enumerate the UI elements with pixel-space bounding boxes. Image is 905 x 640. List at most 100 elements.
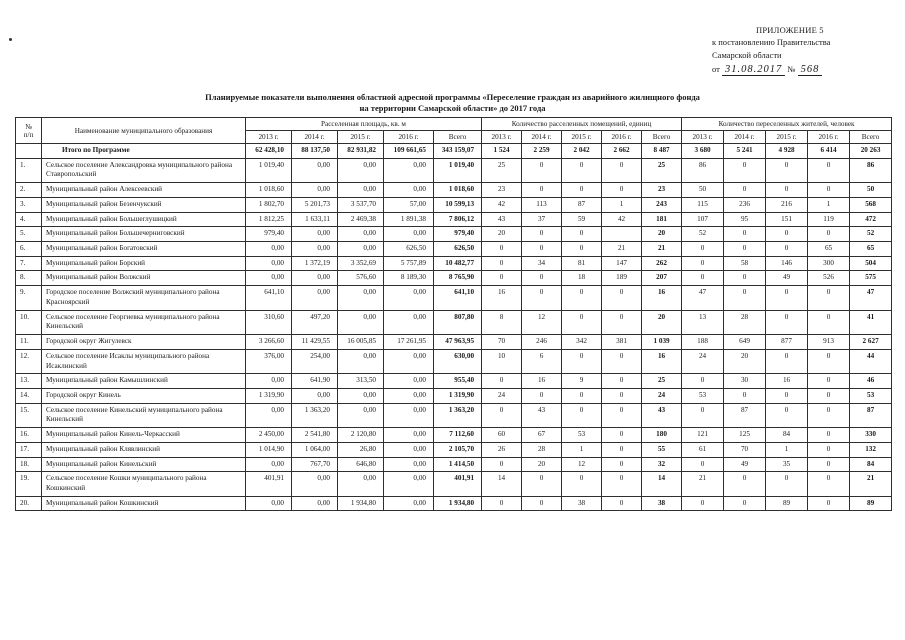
value-cell: 180 [641, 427, 683, 443]
row-number: 20. [15, 495, 42, 512]
value-cell: 50 [849, 182, 893, 198]
year-header: 2014 г. [723, 130, 767, 144]
row-number: 12. [15, 348, 42, 375]
value-cell: 25 [481, 157, 523, 184]
value-cell: 87 [561, 196, 603, 213]
value-cell: 151 [765, 211, 809, 228]
value-cell: 12 [561, 456, 603, 473]
value-cell: 0,00 [245, 255, 292, 272]
year-header: Всего [432, 130, 483, 144]
value-cell: 0 [723, 241, 767, 257]
date-number-line: от 31.08.2017 № 568 [712, 62, 894, 77]
value-cell: 0 [807, 387, 851, 404]
value-cell: 20 [723, 348, 767, 375]
municipality-name: Сельское поселение Александровка муницип… [41, 157, 246, 184]
value-cell: 16 [641, 285, 683, 311]
value-cell: 472 [849, 211, 893, 228]
value-cell: 1 019,40 [245, 157, 292, 184]
value-cell: 0,00 [291, 387, 338, 404]
value-cell: 649 [723, 334, 767, 350]
table-row: 20. Муниципальный район Кошкинский 0,00 0,0… [15, 495, 893, 512]
value-cell: 125 [723, 427, 767, 443]
table-row: 8. Муниципальный район Волжский 0,00 0,00 57… [15, 270, 893, 287]
value-cell: 21 [601, 241, 643, 257]
value-cell: 497,20 [291, 309, 338, 336]
municipality-name: Муниципальный район Кинель-Черкасский [41, 427, 246, 443]
value-cell: 807,80 [432, 309, 483, 336]
municipality-name: Сельское поселение Исаклы муниципального… [41, 348, 246, 375]
table-row: 11. Городской округ Жигулевск 3 266,60 11 4… [15, 334, 893, 350]
year-header: 2013 г. [681, 130, 725, 144]
value-cell: 0 [765, 241, 809, 257]
value-cell: 0 [521, 182, 563, 198]
value-cell: 0,00 [383, 387, 434, 404]
row-number: 15. [15, 402, 42, 429]
value-cell: 0 [521, 471, 563, 497]
value-cell: 3 352,69 [337, 255, 384, 272]
year-header: 2013 г. [245, 130, 292, 144]
value-cell: 0,00 [383, 226, 434, 243]
title-line-2: на территории Самарской области» до 2017… [359, 103, 546, 114]
value-cell: 0 [681, 402, 725, 429]
value-cell: 3 266,60 [245, 334, 292, 350]
value-cell: 262 [641, 255, 683, 272]
value-cell: 630,00 [432, 348, 483, 375]
row-number: 17. [15, 441, 42, 458]
municipality-name: Городской округ Жигулевск [41, 334, 246, 350]
value-cell: 8 765,90 [432, 270, 483, 287]
table-row: 10. Сельское поселение Георгиевка муницип… [15, 309, 893, 336]
col-group-units: Количество расселенных помещений, единиц [481, 117, 683, 131]
indicators-table: № п/п Наименование муниципального образо… [15, 117, 893, 512]
municipality-name: Муниципальный район Борский [41, 255, 246, 272]
value-cell: 20 [521, 456, 563, 473]
value-cell: 42 [601, 211, 643, 228]
value-cell: 70 [723, 441, 767, 458]
value-cell: 55 [641, 441, 683, 458]
value-cell: 0 [723, 387, 767, 404]
value-cell: 0 [601, 285, 643, 311]
value-cell: 20 [481, 226, 523, 243]
value-cell: 119 [807, 211, 851, 228]
value-cell: 10 482,77 [432, 255, 483, 272]
value-cell: 0,00 [383, 348, 434, 375]
value-cell: 35 [765, 456, 809, 473]
value-cell: 0,00 [337, 387, 384, 404]
value-cell: 246 [521, 334, 563, 350]
value-cell: 0,00 [337, 226, 384, 243]
value-cell: 0,00 [291, 495, 338, 512]
value-cell: 0 [723, 270, 767, 287]
table-row: 19. Сельское поселение Кошки муниципально… [15, 471, 893, 497]
year-header: 2015 г. [765, 130, 809, 144]
value-cell: 0 [723, 495, 767, 512]
value-cell: 16 [521, 373, 563, 389]
value-cell: 109 661,65 [383, 143, 434, 159]
value-cell: 401,91 [245, 471, 292, 497]
value-cell: 254,00 [291, 348, 338, 375]
title-line-1: Планируемые показатели выполнения област… [205, 92, 700, 102]
year-header: 2016 г. [383, 130, 434, 144]
value-cell: 1 802,70 [245, 196, 292, 213]
value-cell: 381 [601, 334, 643, 350]
value-cell: 23 [641, 182, 683, 198]
year-header: 2015 г. [337, 130, 384, 144]
value-cell: 87 [849, 402, 893, 429]
value-cell: 236 [723, 196, 767, 213]
value-cell: 89 [849, 495, 893, 512]
value-cell: 0 [481, 241, 523, 257]
row-number: 1. [15, 157, 42, 184]
value-cell: 0 [601, 456, 643, 473]
value-cell: 0,00 [291, 182, 338, 198]
value-cell: 8 189,30 [383, 270, 434, 287]
value-cell: 0 [561, 387, 603, 404]
value-cell: 0 [601, 373, 643, 389]
value-cell: 18 [561, 270, 603, 287]
value-cell: 0 [807, 427, 851, 443]
value-cell: 0 [765, 387, 809, 404]
table-row: Итого по Программе 62 428,10 88 137,50 82 9… [15, 143, 893, 159]
year-header: 2015 г. [561, 130, 603, 144]
value-cell: 21 [641, 241, 683, 257]
value-cell: 216 [765, 196, 809, 213]
value-cell: 0 [807, 182, 851, 198]
col-header-name: Наименование муниципального образования [41, 117, 246, 144]
year-header: 2014 г. [521, 130, 563, 144]
